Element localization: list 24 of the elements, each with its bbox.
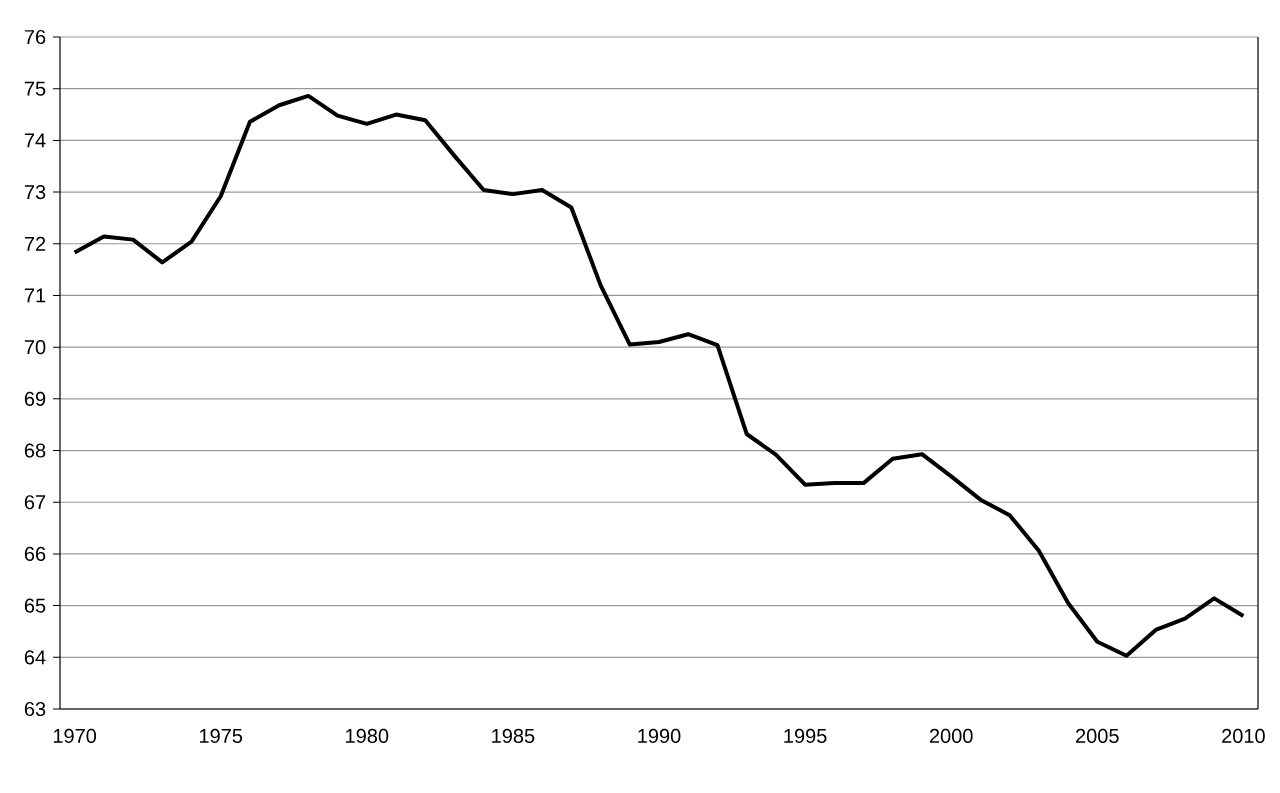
y-tick-label: 68 [24,443,46,458]
y-tick-label: 66 [24,546,46,561]
y-tick-label: 64 [24,650,46,665]
x-tick-label: 1985 [492,728,535,744]
y-tick-label: 72 [24,236,46,251]
x-tick-label: 2005 [1076,728,1119,744]
line-series [72,93,1246,658]
x-tick-label: 2010 [1222,728,1265,744]
y-tick-label: 69 [24,391,46,406]
y-tick-label: 74 [24,133,46,148]
y-tick-label: 76 [24,29,46,45]
y-tick-label: 73 [24,185,46,200]
x-tick-label: 1980 [346,728,389,744]
y-tick-label: 63 [24,701,46,717]
y-tick-label: 65 [24,598,46,613]
y-tick-label: 70 [24,340,46,355]
y-tick-label: 71 [24,288,46,303]
y-tick-label: 67 [24,495,46,510]
x-tick-label: 2000 [929,728,973,744]
y-tick-label: 75 [24,81,46,96]
x-tick-label: 1990 [638,728,681,744]
x-tick-label: 1970 [53,728,97,744]
x-tick-label: 1995 [784,728,827,744]
x-tick-label: 1975 [199,728,243,744]
